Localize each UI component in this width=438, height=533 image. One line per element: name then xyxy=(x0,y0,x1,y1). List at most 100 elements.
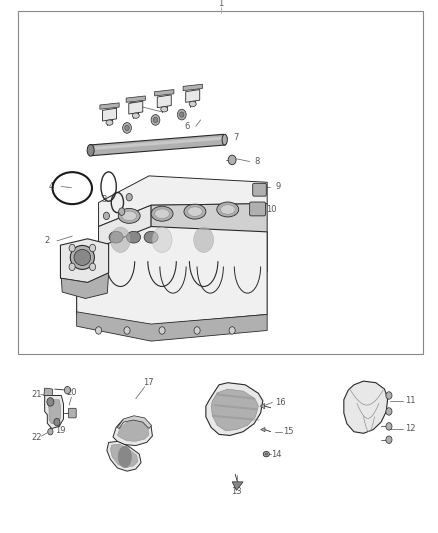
Ellipse shape xyxy=(118,208,140,223)
Text: 4: 4 xyxy=(49,182,54,191)
Polygon shape xyxy=(155,90,174,96)
Ellipse shape xyxy=(222,134,227,145)
Circle shape xyxy=(125,125,129,131)
Polygon shape xyxy=(344,381,388,433)
Polygon shape xyxy=(102,108,117,121)
Ellipse shape xyxy=(122,211,137,221)
Polygon shape xyxy=(214,404,257,410)
Ellipse shape xyxy=(132,113,139,118)
Circle shape xyxy=(54,418,60,426)
Circle shape xyxy=(126,193,132,201)
Circle shape xyxy=(386,423,392,430)
Ellipse shape xyxy=(263,451,269,457)
Polygon shape xyxy=(206,383,263,435)
Polygon shape xyxy=(60,239,109,282)
Text: 8: 8 xyxy=(255,157,260,166)
Ellipse shape xyxy=(161,107,168,112)
Polygon shape xyxy=(100,103,119,109)
Polygon shape xyxy=(216,393,255,400)
Text: 19: 19 xyxy=(55,426,65,435)
Text: 14: 14 xyxy=(272,450,282,458)
Polygon shape xyxy=(260,403,265,409)
Polygon shape xyxy=(212,415,259,421)
Ellipse shape xyxy=(127,231,141,243)
Ellipse shape xyxy=(265,453,268,455)
Polygon shape xyxy=(261,427,265,432)
Polygon shape xyxy=(183,84,202,91)
Ellipse shape xyxy=(106,120,113,125)
Ellipse shape xyxy=(187,207,202,216)
Circle shape xyxy=(119,208,125,215)
FancyBboxPatch shape xyxy=(253,183,266,196)
Polygon shape xyxy=(186,90,200,102)
Ellipse shape xyxy=(110,227,131,253)
Text: 18: 18 xyxy=(124,426,135,435)
Polygon shape xyxy=(157,95,171,108)
Circle shape xyxy=(228,155,236,165)
Circle shape xyxy=(89,263,95,271)
Circle shape xyxy=(47,398,54,406)
Ellipse shape xyxy=(194,227,214,253)
Text: 5: 5 xyxy=(129,102,134,111)
Circle shape xyxy=(95,327,102,334)
Polygon shape xyxy=(99,205,151,293)
Circle shape xyxy=(177,109,186,120)
Polygon shape xyxy=(47,400,60,424)
Circle shape xyxy=(386,436,392,443)
Ellipse shape xyxy=(220,205,235,214)
Ellipse shape xyxy=(152,227,172,253)
Circle shape xyxy=(151,115,160,125)
Ellipse shape xyxy=(155,209,170,219)
Circle shape xyxy=(64,386,71,394)
Text: 7: 7 xyxy=(233,133,238,142)
Ellipse shape xyxy=(74,249,91,265)
Circle shape xyxy=(229,327,235,334)
Polygon shape xyxy=(90,134,226,156)
Polygon shape xyxy=(77,312,267,341)
Text: 10: 10 xyxy=(266,205,277,214)
Circle shape xyxy=(180,112,184,117)
Text: 9: 9 xyxy=(276,182,281,191)
FancyBboxPatch shape xyxy=(68,408,76,418)
Circle shape xyxy=(153,117,158,123)
Circle shape xyxy=(103,212,110,220)
Polygon shape xyxy=(77,227,267,325)
Polygon shape xyxy=(61,273,109,298)
Circle shape xyxy=(69,244,75,252)
Circle shape xyxy=(386,408,392,415)
Text: 15: 15 xyxy=(283,427,293,436)
Polygon shape xyxy=(99,176,267,227)
Polygon shape xyxy=(117,420,149,441)
Polygon shape xyxy=(110,444,138,467)
Bar xyxy=(18,11,423,354)
Text: 12: 12 xyxy=(405,424,416,433)
Circle shape xyxy=(194,327,200,334)
Polygon shape xyxy=(45,395,64,429)
Ellipse shape xyxy=(87,144,94,156)
Polygon shape xyxy=(90,136,223,150)
Ellipse shape xyxy=(70,245,94,269)
FancyBboxPatch shape xyxy=(250,202,265,216)
Circle shape xyxy=(159,327,165,334)
Polygon shape xyxy=(44,388,53,395)
Polygon shape xyxy=(117,416,152,429)
Text: 16: 16 xyxy=(275,398,286,407)
Polygon shape xyxy=(151,204,267,277)
Circle shape xyxy=(89,244,95,252)
Polygon shape xyxy=(107,441,141,471)
Text: 20: 20 xyxy=(66,389,77,397)
Text: 17: 17 xyxy=(143,378,153,387)
Text: 3: 3 xyxy=(102,195,107,204)
Ellipse shape xyxy=(118,446,131,467)
Circle shape xyxy=(123,123,131,133)
Text: 6: 6 xyxy=(184,122,189,131)
Ellipse shape xyxy=(151,206,173,221)
Polygon shape xyxy=(232,482,243,490)
Circle shape xyxy=(124,327,130,334)
Circle shape xyxy=(386,392,392,399)
Polygon shape xyxy=(211,389,258,431)
Text: 11: 11 xyxy=(405,397,416,405)
Polygon shape xyxy=(129,101,143,114)
Circle shape xyxy=(48,429,53,435)
Text: 2: 2 xyxy=(44,237,49,245)
